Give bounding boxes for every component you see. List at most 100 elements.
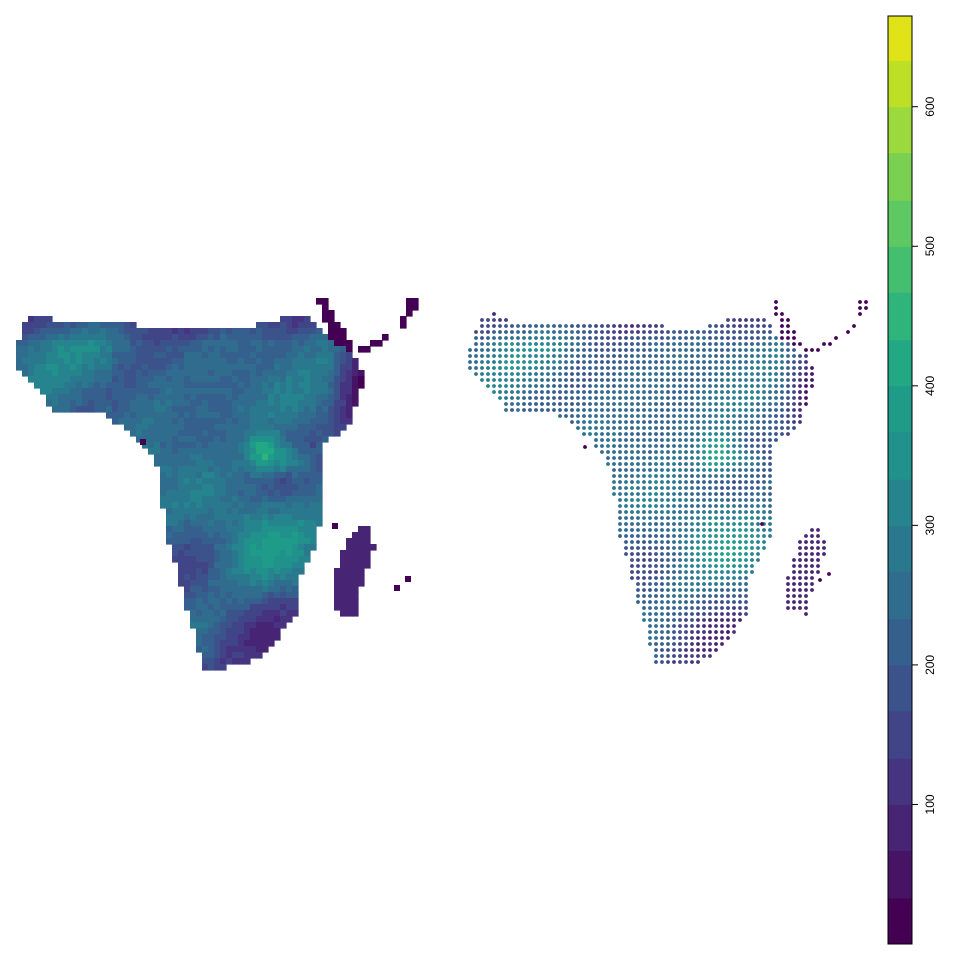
map-point (732, 324, 736, 328)
map-point (762, 324, 766, 328)
map-point (762, 348, 766, 352)
raster-cell (208, 640, 215, 647)
map-point (732, 348, 736, 352)
raster-cell (208, 652, 215, 659)
map-point (780, 390, 784, 394)
map-point (486, 384, 490, 388)
raster-cell (256, 502, 263, 509)
map-point (822, 552, 826, 556)
map-point (468, 366, 472, 370)
map-point (732, 504, 736, 508)
map-point (534, 348, 538, 352)
map-point (744, 438, 748, 442)
raster-cell (196, 430, 203, 437)
map-point (768, 420, 772, 424)
raster-cell (214, 388, 221, 395)
map-point (648, 570, 652, 574)
map-point (612, 432, 616, 436)
map-point (684, 558, 688, 562)
raster-cell (280, 340, 287, 347)
raster-cell (112, 340, 119, 347)
map-point (744, 324, 748, 328)
raster-cell (292, 526, 299, 533)
raster-cell (244, 466, 251, 473)
map-point (762, 354, 766, 358)
raster-cell (136, 334, 143, 341)
raster-cell (202, 652, 209, 659)
raster-cell (262, 352, 269, 359)
raster-cell (118, 418, 125, 425)
map-point (654, 354, 658, 358)
map-point (780, 336, 784, 340)
map-point (768, 510, 772, 514)
raster-cell (268, 340, 275, 347)
map-point (642, 576, 646, 580)
map-point (684, 408, 688, 412)
map-point (600, 432, 604, 436)
raster-cell (328, 394, 335, 401)
raster-cell (238, 562, 245, 569)
map-point (642, 438, 646, 442)
map-point (600, 384, 604, 388)
raster-cell (196, 388, 203, 395)
map-point (678, 624, 682, 628)
map-point (558, 330, 562, 334)
raster-cell (202, 598, 209, 605)
map-point (798, 360, 802, 364)
raster-cell (112, 406, 119, 413)
raster-cell (268, 352, 275, 359)
map-point (594, 366, 598, 370)
raster-cell (190, 346, 197, 353)
raster-cell (232, 574, 239, 581)
map-point (726, 636, 730, 640)
raster-cell (310, 436, 317, 443)
map-point (768, 504, 772, 508)
raster-cell (238, 340, 245, 347)
raster-cell (214, 664, 221, 671)
raster-cell (202, 604, 209, 611)
map-point (618, 342, 622, 346)
map-point (504, 402, 508, 406)
map-point (660, 438, 664, 442)
raster-cell (274, 340, 281, 347)
map-point (738, 438, 742, 442)
raster-cell (172, 424, 179, 431)
map-point (738, 492, 742, 496)
map-point (648, 402, 652, 406)
raster-cell (286, 430, 293, 437)
raster-cell (232, 598, 239, 605)
map-point (666, 372, 670, 376)
map-point (636, 342, 640, 346)
map-point (720, 510, 724, 514)
raster-cell (256, 580, 263, 587)
map-point (618, 336, 622, 340)
raster-cell (292, 520, 299, 527)
raster-cell (328, 424, 335, 431)
raster-cell (112, 412, 119, 419)
map-point (642, 618, 646, 622)
map-point (486, 354, 490, 358)
raster-cell (286, 376, 293, 383)
map-point (624, 468, 628, 472)
map-point (684, 480, 688, 484)
map-point (570, 324, 574, 328)
map-point (660, 492, 664, 496)
raster-cell (280, 412, 287, 419)
map-point (516, 366, 520, 370)
raster-cell (286, 454, 293, 461)
raster-cell (238, 388, 245, 395)
map-point (756, 540, 760, 544)
raster-cell (286, 466, 293, 473)
raster-cell (346, 364, 353, 371)
raster-cell (190, 526, 197, 533)
map-point (618, 420, 622, 424)
map-point (600, 342, 604, 346)
raster-cell (172, 364, 179, 371)
raster-cell (280, 616, 287, 623)
raster-cell (274, 400, 281, 407)
map-point (750, 522, 754, 526)
raster-cell (250, 502, 257, 509)
map-point (708, 600, 712, 604)
map-point (684, 522, 688, 526)
raster-cell (286, 586, 293, 593)
